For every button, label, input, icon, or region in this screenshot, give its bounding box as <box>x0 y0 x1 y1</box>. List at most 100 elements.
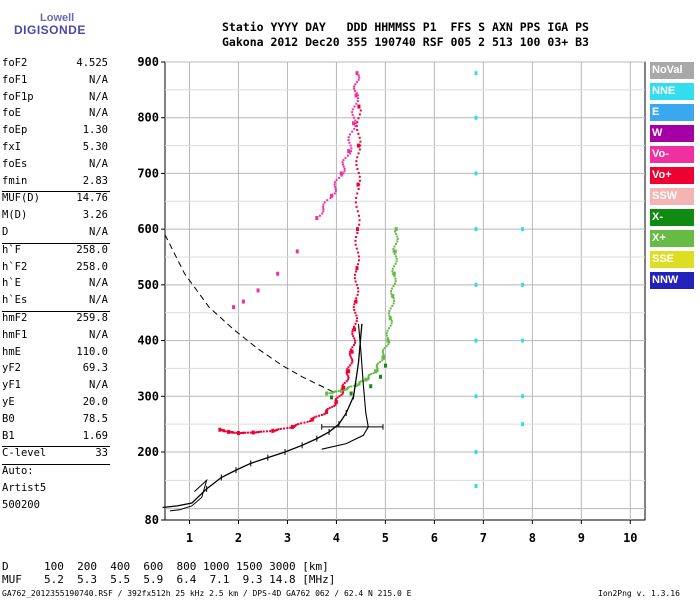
data-point <box>354 93 358 98</box>
trace-x-plus <box>368 373 371 376</box>
trace-vo-minus <box>315 217 318 219</box>
trace-x-plus <box>388 314 391 317</box>
trace-vo-minus <box>347 139 350 141</box>
trace-x-plus <box>388 309 391 312</box>
trace-vo-plus <box>357 251 360 254</box>
param-name: 500200 <box>2 498 40 511</box>
data-point <box>350 349 354 354</box>
trace-vo-plus <box>358 223 361 226</box>
trace-x-plus <box>391 304 394 307</box>
trace-vo-plus <box>340 393 343 396</box>
trace-vo-minus <box>318 214 321 217</box>
data-point <box>474 171 478 176</box>
param-name: D <box>2 225 9 238</box>
trace-vo-plus <box>345 380 348 383</box>
trace-vo-minus <box>354 89 357 92</box>
trace-vo-plus <box>351 358 354 361</box>
trace-x-plus <box>390 290 393 293</box>
trace-vo-plus <box>342 383 345 386</box>
param-row: 500200 <box>2 499 108 516</box>
trace-vo-plus <box>254 431 257 434</box>
x-tick-label: 8 <box>529 531 536 545</box>
data-point <box>276 271 280 276</box>
trace-vo-plus <box>244 431 247 434</box>
trace-x-plus <box>381 350 384 353</box>
param-value: 69.3 <box>82 362 108 375</box>
trace-x-plus <box>386 337 389 340</box>
trace-vo-plus <box>333 404 336 407</box>
trace-vo-plus <box>341 385 344 388</box>
trace-vo-plus <box>235 431 238 434</box>
trace-vo-plus <box>351 328 354 331</box>
trace-vo-plus <box>356 228 359 231</box>
trace-vo-plus <box>356 121 359 124</box>
data-point <box>392 271 396 276</box>
param-name: foEs <box>2 157 28 170</box>
trace-vo-plus <box>249 431 252 434</box>
trace-vo-plus <box>277 428 280 431</box>
trace-vo-plus <box>353 303 356 306</box>
trace-x-plus <box>391 295 394 297</box>
trace-vo-plus <box>233 431 236 434</box>
legend-item-noval: NoVal <box>650 62 694 79</box>
trace-vo-plus <box>325 409 328 412</box>
data-point <box>354 299 358 304</box>
trace-vo-plus <box>358 214 361 217</box>
param-row: B1 1.69 <box>2 430 108 447</box>
trace-vo-plus <box>345 370 348 373</box>
x-tick-label: 10 <box>623 531 637 545</box>
trace-x-plus <box>393 230 396 233</box>
trace-vo-plus <box>345 371 348 374</box>
trace-vo-plus <box>355 205 358 208</box>
x-tick-label: 5 <box>382 531 389 545</box>
param-name: foEp <box>2 124 28 137</box>
param-name: foF1 <box>2 73 28 86</box>
param-row: yE 20.0 <box>2 396 108 413</box>
trace-vo-plus <box>357 188 360 191</box>
data-point <box>352 121 356 126</box>
trace-vo-plus <box>358 179 361 182</box>
param-name: C-level <box>2 447 47 460</box>
trace-vo-plus <box>221 428 224 431</box>
trace-vo-plus <box>348 352 351 355</box>
trace-vo-plus <box>358 136 361 139</box>
param-value: 110.0 <box>76 345 108 358</box>
trace-vo-plus <box>356 210 359 213</box>
trace-x-plus <box>387 339 390 342</box>
trace-vo-plus <box>334 402 337 405</box>
x-tick-label: 6 <box>431 531 438 545</box>
y-tick-label: 200 <box>137 445 159 459</box>
trace-vo-minus <box>342 172 345 175</box>
trace-x-plus <box>387 343 390 346</box>
trace-vo-plus <box>347 366 350 369</box>
param-value: 3.26 <box>82 209 108 222</box>
data-point <box>474 71 478 76</box>
trace-vo-plus <box>334 401 337 404</box>
trace-vo-minus <box>342 159 345 162</box>
trace-x-plus <box>391 267 394 270</box>
trace-x-plus <box>328 392 331 395</box>
trace-x-plus <box>394 277 397 280</box>
param-value: 5.30 <box>82 140 108 153</box>
legend-item-vo: Vo- <box>650 146 694 163</box>
legend-item-x: X+ <box>650 230 694 247</box>
trace-vo-plus <box>252 431 255 434</box>
data-point <box>474 484 478 488</box>
trace-x-plus <box>385 334 388 337</box>
param-row: hmF1 N/A <box>2 329 108 346</box>
trace-vo-plus <box>357 259 360 262</box>
data-point <box>347 149 351 154</box>
trace-vo-minus <box>333 183 336 186</box>
trace-vo-plus <box>356 317 359 320</box>
trace-x-plus <box>387 312 390 315</box>
param-row: h`F 258.0 <box>2 244 108 261</box>
trace-vo-minus <box>349 152 352 155</box>
trace-vo-plus <box>228 430 231 433</box>
trace-vo-plus <box>227 430 230 433</box>
trace-x-plus <box>330 391 333 394</box>
trace-vo-minus <box>357 94 360 97</box>
param-name: Auto: <box>2 465 34 478</box>
data-point <box>356 143 360 148</box>
trace-vo-plus <box>231 431 234 434</box>
trace-vo-minus <box>329 196 332 199</box>
